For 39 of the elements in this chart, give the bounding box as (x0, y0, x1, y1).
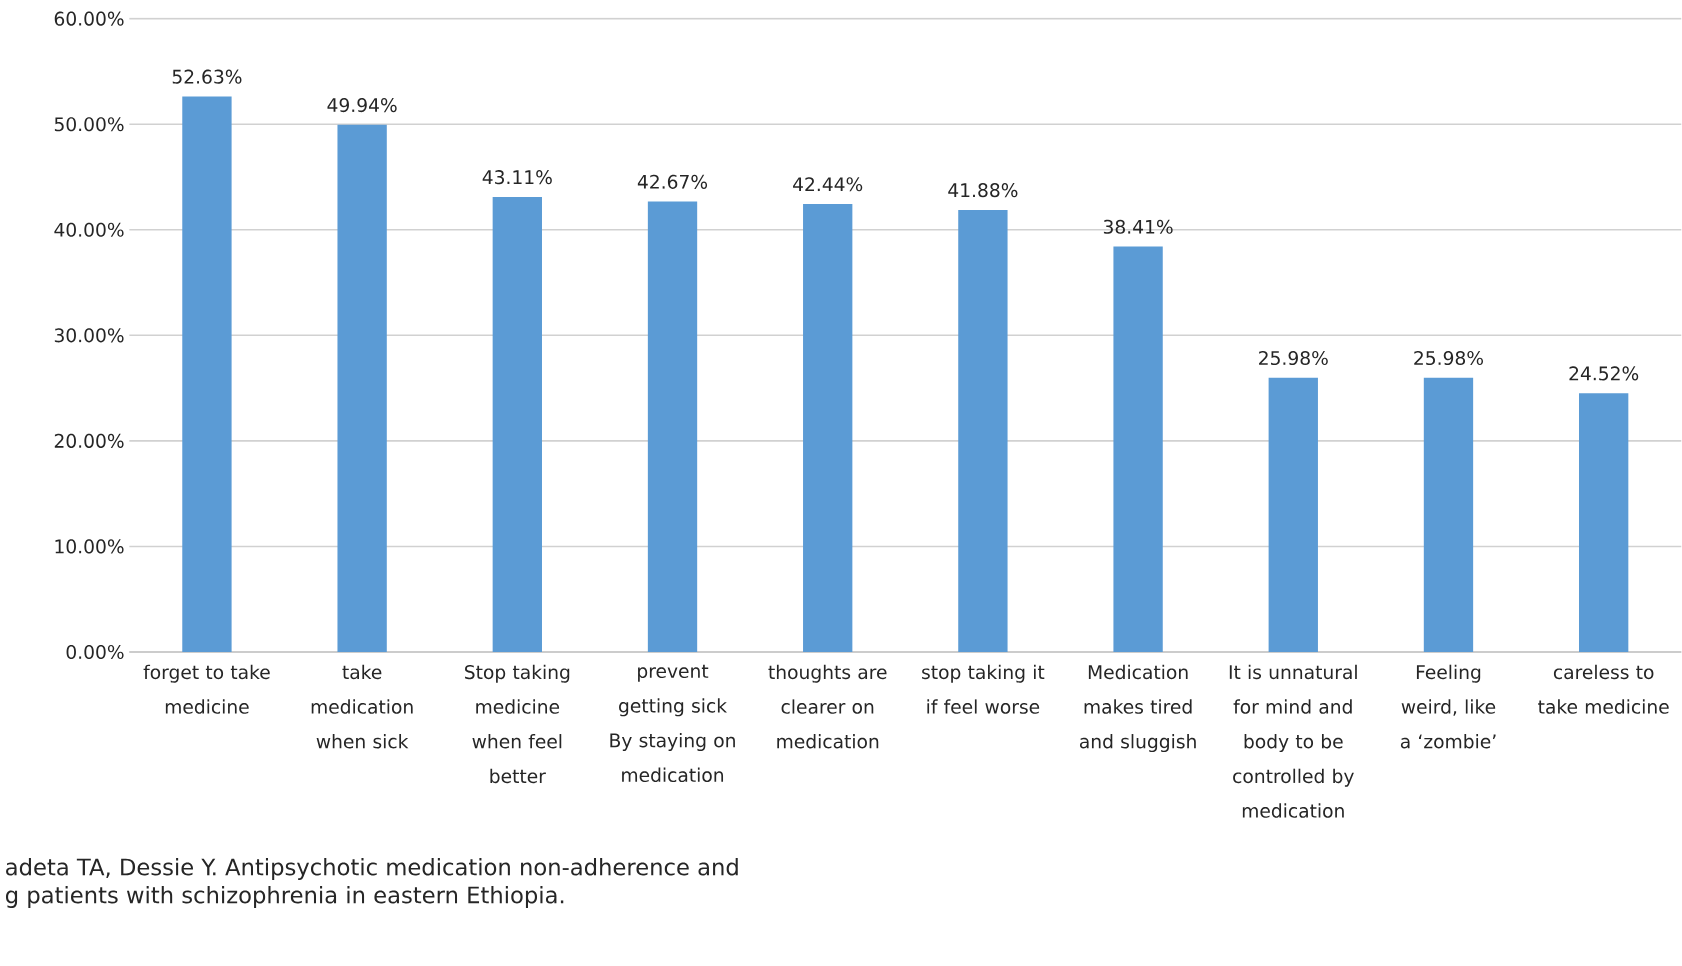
data-label: 52.63% (172, 69, 242, 84)
x-tick-label: Stop taking medicine when feel better (465, 664, 570, 784)
bar (1423, 377, 1474, 652)
x-tick-label: careless to take medicine (1538, 664, 1669, 714)
data-label: 41.88% (948, 183, 1018, 198)
bar (1268, 377, 1318, 652)
bar (1113, 246, 1163, 652)
y-tick-label: 60.00% (54, 11, 124, 26)
bar (182, 96, 232, 652)
data-label: 49.94% (327, 98, 397, 113)
x-tick-label: prevent getting sick By staying on medication (610, 664, 735, 783)
bar (337, 124, 387, 652)
y-tick-label: 10.00% (55, 539, 124, 554)
data-label: 43.11% (482, 170, 552, 185)
data-label: 42.44% (793, 177, 863, 192)
data-label: 38.41% (1103, 219, 1173, 234)
bar (492, 196, 542, 652)
x-tick-label: Feeling weird, like a ‘zombie’ (1400, 664, 1496, 749)
data-label: 25.98% (1259, 350, 1328, 366)
x-tick-label: forget to take medicine (143, 664, 270, 714)
y-tick-label: 50.00% (54, 117, 124, 132)
x-tick-label: thoughts are clearer on medication (768, 664, 887, 749)
data-label: 42.67% (637, 174, 708, 189)
bar (647, 201, 698, 652)
text: adeta TA, Dessie Y. Antipsychotic medication non-adherence and (6, 858, 738, 880)
bar (958, 209, 1008, 652)
y-tick-label: 0.00% (66, 644, 124, 660)
y-tick-label: 30.00% (54, 328, 124, 343)
x-tick-label: Medication makes tired and sluggish (1079, 664, 1196, 753)
data-label: 24.52% (1569, 366, 1639, 381)
y-tick-label: 40.00% (54, 222, 124, 237)
x-tick-label: stop taking it if feel worse (922, 664, 1045, 714)
x-tick-label: take medication when sick (311, 664, 413, 749)
bar (803, 204, 853, 652)
x-tick-label: It is unnatural for mind and body to be controlled by medication (1229, 664, 1357, 818)
bar (1579, 393, 1629, 652)
y-tick-label: 20.00% (54, 433, 124, 448)
data-label: 25.98% (1414, 350, 1484, 366)
text: g patients with schizophrenia in eastern Ethiopia. (5, 886, 564, 908)
